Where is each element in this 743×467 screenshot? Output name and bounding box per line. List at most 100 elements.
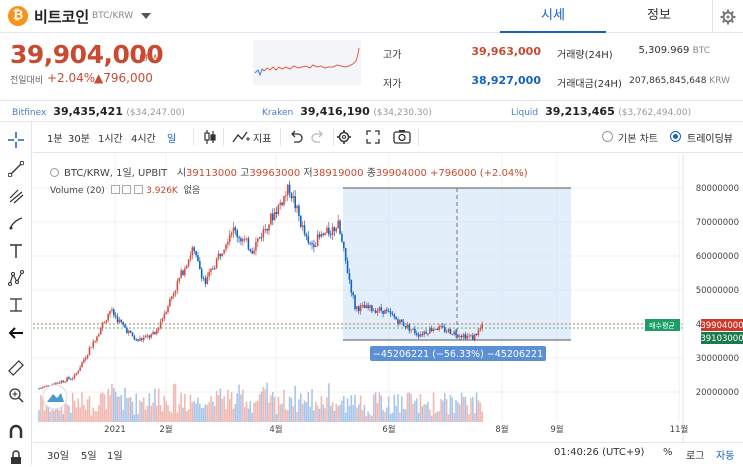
tradingview-logo-icon [47, 393, 64, 402]
candle-body [417, 334, 420, 337]
pitchfork-icon[interactable] [6, 186, 26, 206]
range-1d[interactable]: 1일 [107, 451, 123, 462]
drawing-toolbar [0, 122, 32, 465]
candle-body [133, 336, 136, 340]
interval-1h[interactable]: 1시간 [98, 134, 123, 145]
candle-body [47, 385, 50, 387]
volume-bar [462, 396, 465, 422]
trend-line-icon[interactable] [6, 159, 26, 179]
candle-body [430, 328, 433, 332]
percent-toggle[interactable]: % [663, 447, 673, 458]
lock-icon[interactable] [6, 447, 26, 467]
volume-bar [139, 400, 141, 422]
candle-body [275, 212, 278, 215]
brush-icon[interactable] [6, 213, 26, 233]
volume-bar [170, 412, 173, 422]
interval-4h[interactable]: 4시간 [131, 134, 156, 145]
text-icon[interactable] [6, 241, 26, 261]
volume-bar [79, 407, 81, 422]
volume-bar [228, 398, 231, 422]
range-5d[interactable]: 5일 [81, 451, 97, 462]
settings-icon[interactable] [122, 185, 132, 194]
candle-body [389, 311, 392, 314]
volume-bar [294, 386, 296, 422]
candle-body [84, 357, 87, 360]
candle-body [481, 323, 483, 329]
basic-chart-label[interactable]: 기본 차트 [618, 134, 658, 145]
volume-bar [395, 405, 397, 422]
candle-body [256, 238, 259, 242]
volume-bar [111, 383, 113, 422]
candle-body [225, 244, 227, 250]
eye-icon[interactable] [110, 185, 120, 194]
tradingview-label[interactable]: 트레이딩뷰 [687, 134, 733, 145]
candle-body [161, 318, 164, 322]
fullscreen-icon[interactable] [366, 130, 380, 147]
candle-body [232, 227, 235, 234]
candle-body [475, 333, 478, 335]
candle-body [264, 228, 267, 230]
volume-bar [429, 409, 431, 422]
close-icon[interactable] [134, 185, 144, 194]
settings-icon[interactable] [336, 129, 352, 148]
volume-bar [369, 414, 371, 422]
undo-icon[interactable] [289, 130, 303, 147]
x-tick-label: 9월 [550, 424, 563, 435]
interval-1d[interactable]: 일 [167, 134, 177, 145]
volume-bar [45, 404, 48, 422]
candle-body [109, 310, 111, 315]
candle-body [339, 220, 341, 234]
volume-bar [384, 411, 386, 422]
auto-toggle[interactable]: 자동 [716, 451, 735, 462]
gear-icon[interactable] [712, 0, 743, 33]
candle-body [219, 253, 222, 256]
price-chart[interactable]: 8000000070000000600000005000000040000000… [33, 154, 743, 442]
interval-1m[interactable]: 1분 [47, 134, 63, 145]
zoom-in-icon[interactable] [6, 385, 26, 405]
candle-body [367, 305, 369, 308]
measure-icon[interactable] [6, 295, 26, 315]
magnet-icon[interactable] [6, 422, 26, 442]
candle-body [449, 329, 452, 334]
tab-market[interactable]: 시세 [500, 0, 606, 33]
low-label: 저가 [383, 79, 402, 90]
candle-body [101, 322, 104, 328]
volume-bar [423, 403, 426, 422]
range-30d[interactable]: 30일 [47, 451, 69, 462]
pattern-icon[interactable] [6, 268, 26, 288]
candle-body [408, 324, 411, 331]
tradingview-radio[interactable] [670, 131, 681, 142]
volume-bar [406, 392, 409, 422]
volume-bar [236, 393, 239, 422]
candle-style-icon[interactable] [203, 129, 217, 148]
volume-bar [176, 412, 179, 422]
candle-body [107, 314, 109, 321]
log-toggle[interactable]: 로그 [686, 451, 705, 462]
indicator-icon[interactable] [232, 130, 250, 147]
volume-bar [402, 408, 405, 422]
collapse-icon[interactable] [50, 168, 59, 177]
volume-bar [144, 409, 147, 422]
candle-body [68, 377, 70, 379]
back-arrow-icon[interactable] [6, 323, 26, 343]
camera-icon[interactable] [393, 129, 411, 147]
tab-info[interactable]: 정보 [647, 8, 671, 23]
candle-body [62, 380, 65, 382]
volume-bar [83, 404, 85, 422]
basic-chart-radio[interactable] [602, 131, 613, 142]
coin-name[interactable]: 비트코인 [34, 8, 90, 26]
interval-30m[interactable]: 30분 [68, 134, 90, 145]
redo-icon[interactable] [311, 130, 325, 147]
indicator-button[interactable]: 지표 [253, 134, 272, 145]
volume-bar [290, 398, 293, 422]
volume-bar [352, 404, 354, 422]
chevron-down-icon[interactable] [141, 13, 151, 19]
bitcoin-icon: ₿ [8, 6, 28, 26]
candle-body [103, 322, 106, 324]
volume-bar [412, 403, 414, 422]
ruler-icon[interactable] [6, 358, 26, 378]
crosshair-icon[interactable] [6, 130, 26, 150]
current-price: 39,904,000 [10, 40, 164, 69]
candle-body [71, 378, 74, 380]
volume-bar [230, 391, 233, 422]
